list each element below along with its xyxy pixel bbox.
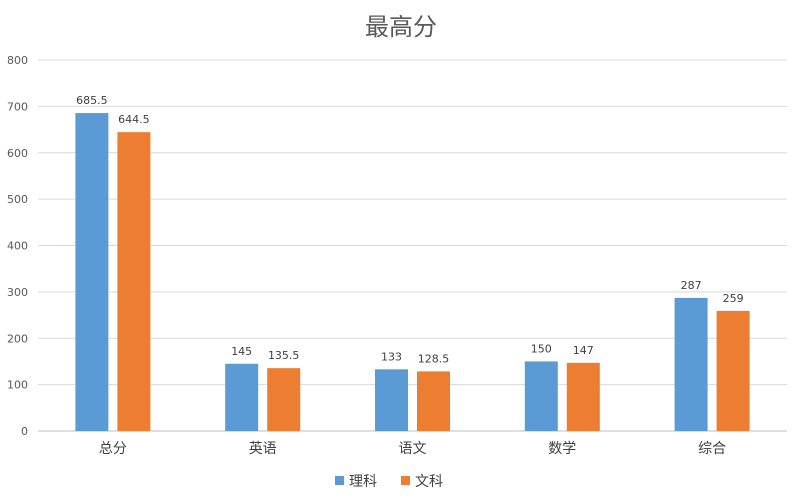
data-labels: 685.5 644.5 145 135.5 133 128.5 150 147 287 259 bbox=[76, 94, 743, 365]
gridlines bbox=[38, 59, 787, 432]
bar-文科-语文 bbox=[417, 371, 450, 431]
legend-label: 文科 bbox=[415, 474, 443, 490]
bar-理科-总分 bbox=[75, 113, 109, 432]
y-tick-label: 400 bbox=[7, 240, 28, 253]
data-label: 135.5 bbox=[268, 349, 300, 362]
x-category-label: 综合 bbox=[698, 441, 726, 457]
bars bbox=[75, 113, 750, 432]
bar-文科-数学 bbox=[566, 362, 600, 431]
data-label: 644.5 bbox=[118, 113, 150, 126]
bar-文科-英语 bbox=[267, 368, 301, 431]
data-label: 259 bbox=[723, 292, 744, 305]
legend-swatch-文科 bbox=[401, 476, 410, 485]
x-category-label: 数学 bbox=[548, 441, 576, 457]
data-label: 287 bbox=[681, 279, 702, 292]
chart-title: 最高分 bbox=[365, 13, 437, 41]
legend: 理科 文科 bbox=[335, 474, 443, 490]
x-category-label: 总分 bbox=[99, 441, 127, 457]
legend-swatch-理科 bbox=[335, 476, 344, 485]
x-category-label: 英语 bbox=[249, 440, 277, 457]
x-category-label: 语文 bbox=[399, 441, 427, 457]
y-tick-label: 100 bbox=[7, 379, 28, 392]
legend-label: 理科 bbox=[349, 474, 377, 490]
bar-理科-综合 bbox=[674, 297, 708, 431]
bar-文科-总分 bbox=[117, 132, 151, 431]
y-tick-label: 200 bbox=[7, 332, 28, 345]
data-label: 128.5 bbox=[418, 352, 450, 365]
y-axis-ticks: 0 100 200 300 400 500 600 700 800 bbox=[7, 54, 28, 438]
y-tick-label: 800 bbox=[7, 54, 28, 67]
data-label: 133 bbox=[381, 350, 402, 363]
bar-理科-数学 bbox=[524, 361, 558, 431]
bar-文科-综合 bbox=[716, 310, 750, 431]
y-tick-label: 700 bbox=[7, 100, 28, 113]
data-label: 685.5 bbox=[76, 94, 108, 107]
bar-理科-语文 bbox=[375, 369, 408, 431]
data-label: 150 bbox=[531, 342, 552, 355]
y-tick-label: 300 bbox=[7, 286, 28, 299]
data-label: 145 bbox=[231, 345, 252, 358]
x-axis-categories: 总分 英语 语文 数学 综合 bbox=[99, 440, 726, 457]
bar-理科-英语 bbox=[225, 363, 259, 431]
y-tick-label: 600 bbox=[7, 147, 28, 160]
y-tick-label: 500 bbox=[7, 193, 28, 206]
y-tick-label: 0 bbox=[21, 425, 28, 438]
data-label: 147 bbox=[573, 344, 594, 357]
